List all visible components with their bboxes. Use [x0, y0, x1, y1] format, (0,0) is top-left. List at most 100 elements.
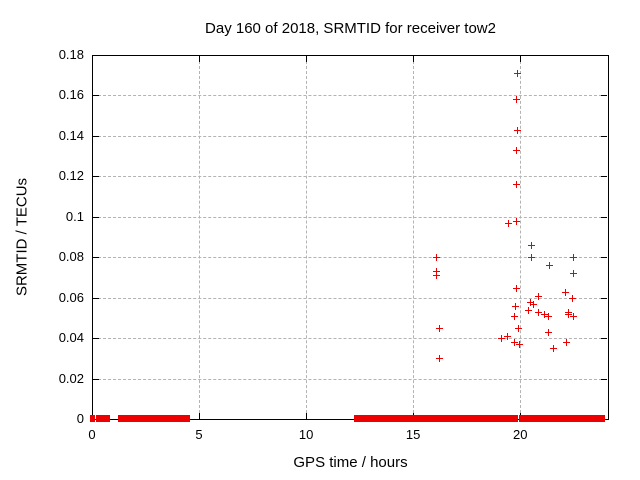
x-tick-label: 5 [195, 427, 203, 442]
x-tick-mark-top [306, 56, 308, 62]
x-tick-mark-top [92, 56, 93, 62]
zero-value-segment [573, 415, 597, 422]
x-gridline [306, 56, 308, 418]
y-gridline [93, 95, 607, 97]
zero-value-segment [161, 415, 168, 422]
zero-value-segment [155, 415, 164, 422]
zero-value-segment [145, 415, 153, 422]
y-gridline [93, 338, 607, 340]
data-point-plus [514, 70, 521, 78]
y-gridline [93, 257, 607, 259]
data-point-plus [514, 126, 521, 134]
data-point-plus [530, 300, 538, 308]
data-point-plus [512, 96, 520, 104]
y-gridline [93, 135, 607, 137]
y-tick-label: 0.12 [58, 168, 84, 184]
zero-value-marker [98, 415, 104, 422]
zero-value-segment [181, 415, 191, 422]
data-point-plus [526, 298, 534, 306]
data-point-plus [512, 181, 520, 189]
data-point-plus [512, 284, 520, 292]
y-tick-mark-left [93, 257, 99, 259]
x-tick-label: 0 [88, 427, 96, 442]
y-tick-mark-right [601, 55, 607, 56]
data-point-plus [510, 339, 518, 347]
y-tick-mark-left [93, 95, 99, 97]
zero-value-marker [102, 415, 108, 422]
data-point-plus [540, 310, 548, 318]
y-tick-mark-right [601, 338, 607, 340]
data-point-plus [563, 339, 571, 347]
zero-value-segment [434, 415, 457, 422]
y-tick-mark-right [601, 216, 607, 218]
x-tick-mark-top [413, 56, 415, 62]
zero-value-segment [170, 415, 178, 422]
data-point-plus [527, 254, 535, 262]
x-tick-mark-top [520, 56, 522, 62]
data-point-plus [535, 308, 543, 316]
x-tick-label: 10 [298, 427, 314, 442]
zero-value-segment [500, 415, 519, 422]
zero-value-segment [128, 415, 144, 422]
zero-value-segment [417, 415, 437, 422]
x-tick-label: 15 [405, 427, 421, 442]
y-tick-mark-right [601, 297, 607, 299]
data-point-plus [505, 219, 513, 227]
data-point-plus [432, 268, 440, 276]
data-point-plus [562, 288, 570, 296]
x-gridline [413, 56, 415, 418]
data-point-plus [512, 217, 520, 225]
data-point-plus [550, 345, 558, 353]
data-point-plus [527, 242, 535, 250]
y-tick-label: 0.06 [58, 289, 84, 305]
zero-value-segment [519, 415, 576, 422]
y-tick-mark-left [93, 216, 99, 218]
zero-value-marker [95, 415, 101, 422]
data-point-plus [512, 147, 520, 155]
x-gridline [199, 56, 201, 418]
data-point-plus [515, 325, 523, 332]
zero-value-segment [140, 415, 148, 422]
y-tick-mark-left [93, 135, 99, 137]
zero-value-segment [149, 415, 159, 422]
y-tick-mark-left [93, 297, 99, 299]
data-point-plus [569, 254, 577, 262]
chart-title: Day 160 of 2018, SRMTID for receiver tow… [205, 20, 496, 37]
zero-value-segment [404, 415, 418, 422]
y-gridline [93, 216, 607, 218]
x-tick-mark-bottom [199, 413, 201, 419]
data-point-plus [435, 325, 443, 332]
data-point-plus [545, 312, 553, 320]
data-point-plus [546, 262, 554, 270]
y-tick-label: 0 [76, 411, 84, 426]
y-tick-mark-right [601, 176, 607, 178]
data-point-plus [432, 272, 440, 280]
y-tick-label: 0.16 [58, 87, 84, 103]
data-point-plus [497, 335, 505, 343]
data-point-plus [569, 270, 577, 278]
zero-value-segment [389, 415, 408, 422]
x-tick-mark-bottom [306, 413, 308, 419]
y-tick-label: 0.08 [58, 249, 84, 265]
zero-value-segment [117, 415, 133, 422]
zero-value-marker [90, 415, 95, 422]
y-tick-label: 0.04 [58, 330, 84, 346]
data-point-plus [511, 302, 519, 310]
zero-value-segment [595, 415, 606, 422]
y-tick-mark-right [601, 95, 607, 97]
zero-value-segment [376, 415, 391, 422]
y-tick-mark-right [601, 378, 607, 380]
y-tick-mark-right [601, 135, 607, 137]
data-point-plus [545, 329, 553, 337]
data-point-plus [568, 294, 576, 302]
y-tick-label: 0.02 [58, 370, 84, 386]
zero-value-marker [104, 415, 110, 422]
plot-area [92, 55, 609, 420]
y-tick-mark-left [93, 378, 99, 380]
y-gridline [93, 378, 607, 380]
y-gridline [93, 176, 607, 178]
y-gridline [93, 297, 607, 299]
zero-value-segment [354, 415, 377, 422]
